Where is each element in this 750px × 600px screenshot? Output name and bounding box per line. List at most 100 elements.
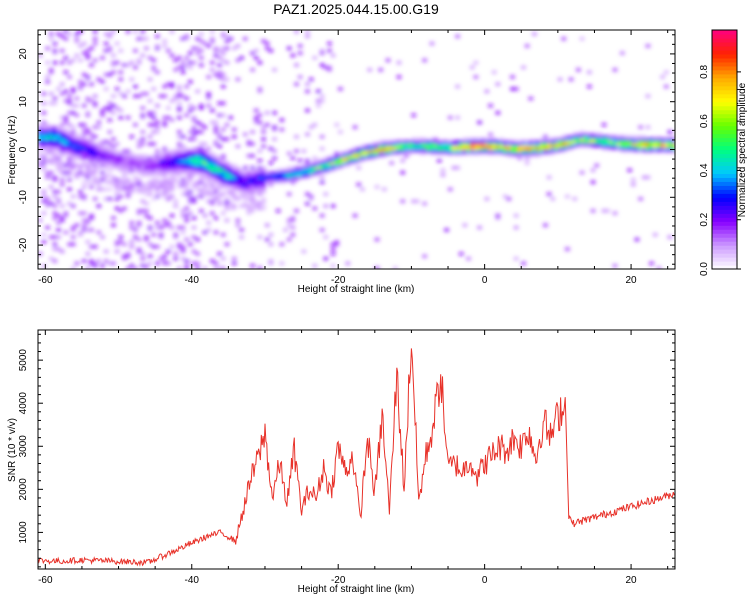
heatmap-cell (521, 142, 526, 146)
heatmap-cell (122, 175, 127, 179)
heatmap-cell (246, 185, 252, 189)
heatmap-cell (583, 132, 588, 136)
heatmap-cell (649, 139, 654, 144)
heatmap-cell (462, 139, 468, 144)
heatmap-cell (147, 242, 153, 246)
heatmap-cell (147, 182, 153, 187)
heatmap-cell (378, 149, 383, 153)
heatmap-cell (177, 159, 182, 163)
heatmap-cell (177, 182, 182, 187)
heatmap-cell (191, 249, 197, 254)
heatmap-cell (345, 159, 350, 163)
heatmap-cell (41, 166, 47, 170)
heatmap-cell (561, 147, 566, 151)
heatmap-cell (440, 149, 446, 153)
heatmap-cell (217, 63, 222, 67)
heatmap-cell (136, 182, 142, 187)
heatmap-cell (393, 266, 398, 269)
heatmap-cell (257, 120, 263, 125)
heatmap-cell (448, 151, 453, 156)
heatmap-cell (554, 147, 559, 151)
heatmap-cell (232, 197, 237, 201)
heatmap-cell (85, 218, 91, 222)
heatmap-cell (323, 171, 329, 175)
heatmap-cell (221, 163, 226, 168)
heatmap-cell (133, 180, 138, 184)
heatmap-cell (253, 56, 259, 60)
heatmap-cell (367, 149, 372, 153)
heatmap-cell (221, 211, 226, 215)
heatmap-cell (70, 161, 76, 165)
heatmap-cell (70, 266, 76, 269)
heatmap-cell (484, 144, 490, 148)
heatmap-cell (114, 151, 120, 156)
heatmap-cell (70, 228, 76, 232)
heatmap-cell (488, 137, 493, 141)
heatmap-cell (268, 173, 274, 177)
heatmap-cell (188, 149, 193, 153)
heatmap-cell (78, 173, 83, 177)
heatmap-cell (184, 218, 189, 222)
heatmap-cell (92, 264, 98, 268)
heatmap-cell (367, 154, 372, 158)
heatmap-cell (202, 125, 208, 129)
heatmap-cell (210, 192, 215, 196)
heatmap-cell (576, 135, 581, 139)
heatmap-cell (166, 187, 171, 191)
heatmap-cell (393, 139, 398, 144)
heatmap-cell (612, 142, 618, 146)
heatmap-cell (162, 94, 167, 98)
heatmap-cell (433, 144, 438, 148)
heatmap-cell (184, 214, 189, 218)
heatmap-cell (290, 218, 296, 222)
heatmap-cell (155, 159, 160, 163)
heatmap-cell (459, 151, 464, 156)
heatmap-cell (202, 171, 208, 175)
heatmap-cell (444, 149, 449, 153)
heatmap-cell (74, 32, 80, 36)
heatmap-cell (45, 202, 50, 206)
heatmap-cell (524, 139, 530, 144)
colorbar-strip (712, 245, 737, 250)
heatmap-cell (609, 147, 614, 151)
heatmap-cell (535, 151, 541, 156)
heatmap-cell (173, 235, 178, 239)
heatmap-cell (232, 182, 237, 187)
heatmap-cell (616, 135, 621, 139)
heatmap-cell (363, 147, 369, 151)
heatmap-cell (221, 180, 226, 184)
heatmap-cell (451, 166, 457, 170)
heatmap-cell (539, 139, 545, 144)
heatmap-cell (81, 218, 87, 222)
heatmap-cell (513, 149, 519, 153)
colorbar-strip (712, 161, 737, 167)
spectrogram-y-tick-label: -10 (18, 190, 29, 205)
heatmap-cell (151, 185, 156, 189)
heatmap-cell (133, 178, 138, 182)
heatmap-cell (389, 161, 394, 165)
heatmap-cell (144, 192, 149, 196)
heatmap-cell (74, 37, 80, 41)
heatmap-cell (400, 144, 405, 148)
heatmap-cell (107, 46, 113, 50)
colorbar-strip (712, 221, 737, 226)
heatmap-cell (480, 149, 486, 153)
heatmap-cell (631, 144, 636, 148)
heatmap-cell (92, 171, 98, 175)
heatmap-cell (378, 142, 383, 146)
heatmap-cell (52, 178, 58, 182)
heatmap-cell (81, 185, 87, 189)
heatmap-cell (371, 154, 376, 158)
heatmap-cell (147, 180, 153, 184)
heatmap-cell (81, 163, 87, 168)
heatmap-cell (543, 144, 548, 148)
heatmap-cell (48, 125, 54, 129)
heatmap-cell (319, 214, 325, 218)
heatmap-cell (645, 94, 651, 98)
heatmap-cell (184, 192, 189, 196)
heatmap-cell (45, 144, 50, 148)
heatmap-cell (199, 166, 204, 170)
heatmap-cell (429, 147, 435, 151)
heatmap-cell (243, 171, 248, 175)
heatmap-cell (330, 53, 336, 58)
